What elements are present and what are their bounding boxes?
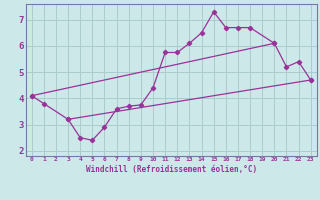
X-axis label: Windchill (Refroidissement éolien,°C): Windchill (Refroidissement éolien,°C) [86,165,257,174]
